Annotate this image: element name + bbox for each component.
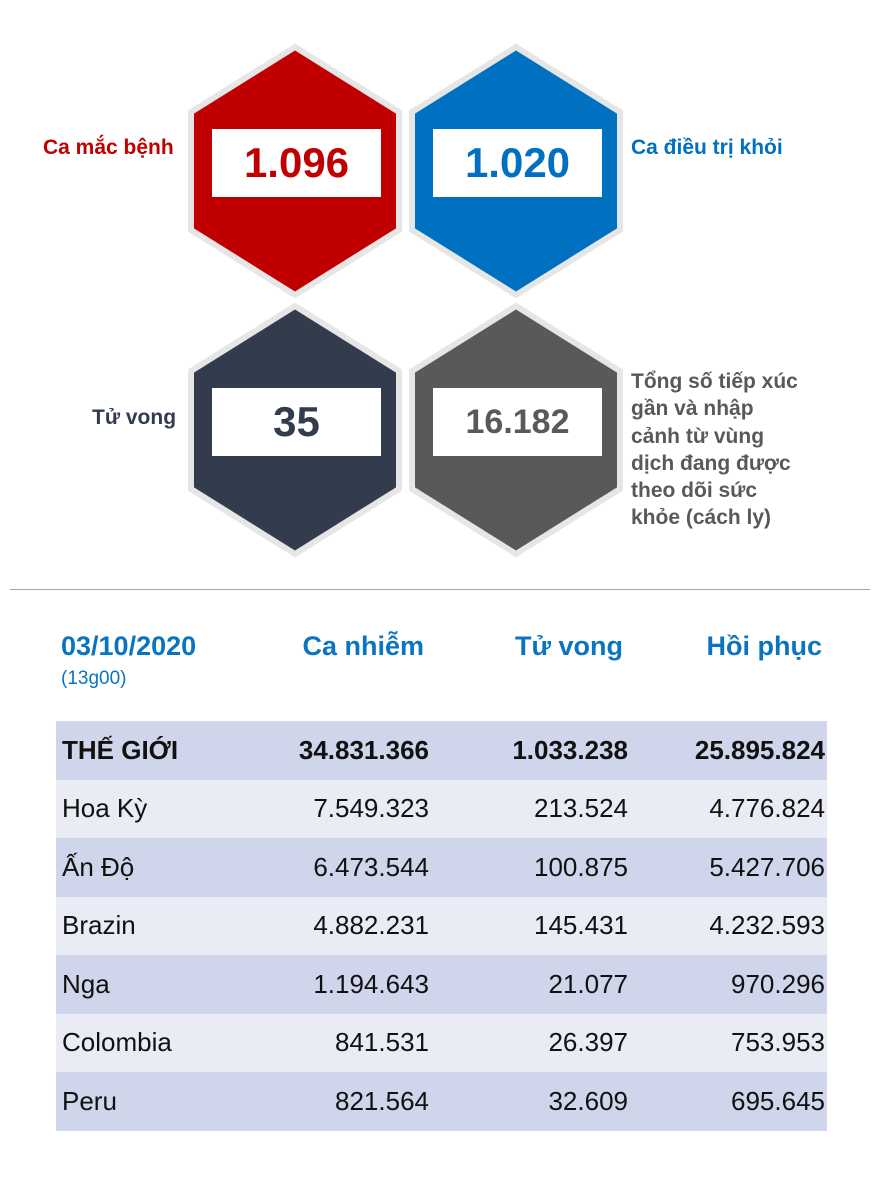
country-name: THẾ GIỚI <box>62 734 179 765</box>
country-name: Peru <box>62 1085 117 1116</box>
recovered-label: Ca điều trị khỏi <box>631 136 783 159</box>
table-date: 03/10/2020 <box>61 631 197 661</box>
recovered-cell: 4.232.593 <box>709 910 825 941</box>
cases-cell: 1.194.643 <box>313 968 429 999</box>
deaths-value: 35 <box>212 388 381 456</box>
deaths-cell: 21.077 <box>548 968 628 999</box>
deaths-cell: 213.524 <box>534 793 628 824</box>
table-time: (13g00) <box>61 668 127 689</box>
cases-hexagon: 1.096 <box>185 42 405 300</box>
cases-cell: 7.549.323 <box>313 793 429 824</box>
recovered-cell: 4.776.824 <box>709 793 825 824</box>
monitored-label-line: khỏe (cách ly) <box>631 506 772 530</box>
section-divider <box>10 589 870 590</box>
monitored-label-line: dịch đang được <box>631 451 791 475</box>
cases-cell: 841.531 <box>335 1027 429 1058</box>
recovered-cell: 695.645 <box>731 1085 825 1116</box>
country-name: Ấn Độ <box>62 851 135 882</box>
recovered-cell: 5.427.706 <box>709 851 825 882</box>
deaths-label: Tử vong <box>92 406 177 429</box>
cases-cell: 821.564 <box>335 1085 429 1116</box>
deaths-cell: 1.033.238 <box>512 734 628 765</box>
monitored-label-line: Tổng số tiếp xúc <box>631 370 798 393</box>
header-deaths: Tử vong <box>514 631 623 661</box>
cases-cell: 34.831.366 <box>298 734 429 765</box>
monitored-hexagon: 16.182 <box>406 301 626 559</box>
recovered-cell: 25.895.824 <box>694 734 825 765</box>
monitored-label-line: cảnh từ vùng <box>631 424 765 448</box>
deaths-cell: 32.609 <box>548 1085 628 1116</box>
recovered-cell: 970.296 <box>731 968 825 999</box>
header-cases: Ca nhiễm <box>302 631 424 661</box>
cases-cell: 4.882.231 <box>313 910 429 941</box>
country-name: Colombia <box>62 1027 172 1058</box>
monitored-label: Tổng số tiếp xúc gần và nhập cảnh từ vùn… <box>631 368 798 532</box>
table-row: Brazin 4.882.231 145.431 4.232.593 <box>56 896 827 955</box>
recovered-value: 1.020 <box>433 129 602 197</box>
monitored-label-line: gần và nhập <box>631 397 754 421</box>
table-row-world: THẾ GIỚI 34.831.366 1.033.238 25.895.824 <box>56 721 827 780</box>
recovered-cell: 753.953 <box>731 1027 825 1058</box>
table-row: Peru 821.564 32.609 695.645 <box>56 1072 827 1131</box>
country-name: Nga <box>62 968 110 999</box>
deaths-hexagon: 35 <box>185 301 405 559</box>
deaths-cell: 100.875 <box>534 851 628 882</box>
country-stats-table: THẾ GIỚI 34.831.366 1.033.238 25.895.824… <box>56 721 827 1131</box>
table-row: Colombia 841.531 26.397 753.953 <box>56 1013 827 1072</box>
cases-label: Ca mắc bệnh <box>43 136 174 159</box>
table-row: Hoa Kỳ 7.549.323 213.524 4.776.824 <box>56 779 827 838</box>
table-row: Nga 1.194.643 21.077 970.296 <box>56 955 827 1014</box>
monitored-value: 16.182 <box>433 388 602 456</box>
country-name: Hoa Kỳ <box>62 793 148 824</box>
header-recovered: Hồi phục <box>706 631 823 661</box>
table-row: Ấn Độ 6.473.544 100.875 5.427.706 <box>56 838 827 897</box>
cases-cell: 6.473.544 <box>313 851 429 882</box>
monitored-label-line: theo dõi sức <box>631 479 758 503</box>
cases-value: 1.096 <box>212 129 381 197</box>
deaths-cell: 145.431 <box>534 910 628 941</box>
country-name: Brazin <box>62 910 136 941</box>
deaths-cell: 26.397 <box>548 1027 628 1058</box>
recovered-hexagon: 1.020 <box>406 42 626 300</box>
